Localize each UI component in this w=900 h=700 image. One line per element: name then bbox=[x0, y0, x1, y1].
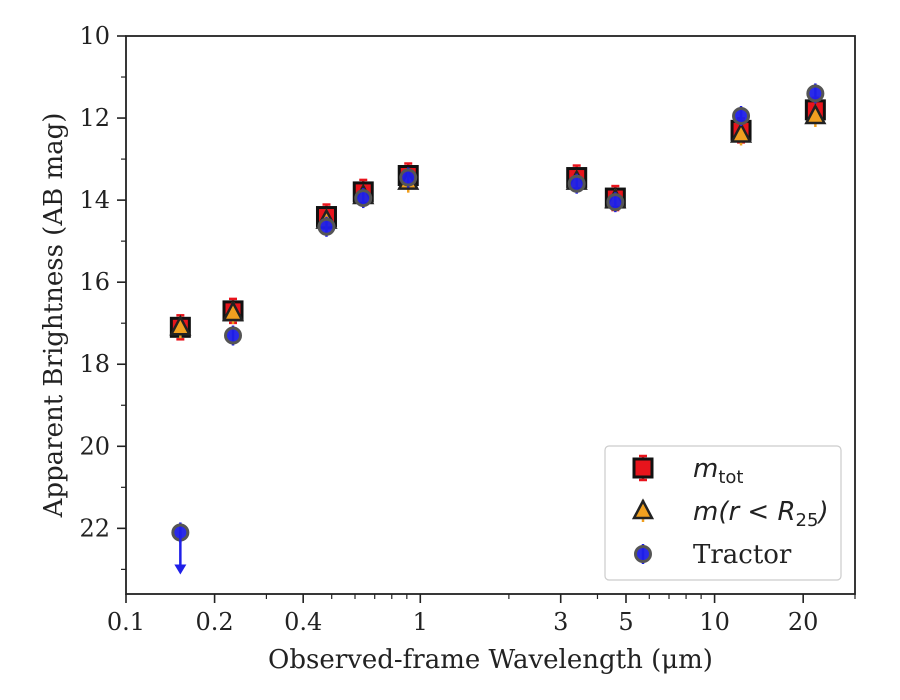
circle-point bbox=[399, 168, 418, 187]
triangle-point bbox=[804, 103, 827, 125]
legend-marker bbox=[631, 498, 655, 520]
y-tick-label: 18 bbox=[79, 350, 110, 378]
y-tick-label: 22 bbox=[79, 514, 110, 542]
upper-limit-arrowhead bbox=[174, 564, 187, 575]
plot-frame bbox=[125, 35, 856, 595]
y-tick-label: 14 bbox=[79, 186, 110, 214]
legend: mtot m(r < R25) Tractor bbox=[604, 445, 842, 581]
legend-marker bbox=[634, 545, 652, 563]
x-tick-label: 5 bbox=[618, 608, 633, 636]
circle-point bbox=[806, 84, 825, 103]
y-tick-label: 20 bbox=[79, 432, 110, 460]
y-tick-label: 12 bbox=[79, 104, 110, 132]
x-tick-label: 0.1 bbox=[107, 608, 145, 636]
circle-point bbox=[567, 174, 586, 193]
y-tick-label: 16 bbox=[79, 268, 110, 296]
x-axis-label: Observed-frame Wavelength (μm) bbox=[268, 645, 713, 675]
x-tick-label: 3 bbox=[553, 608, 568, 636]
legend-label: m(r < R25) bbox=[693, 497, 829, 531]
circle-point bbox=[224, 326, 243, 345]
y-axis-label: Apparent Brightness (AB mag) bbox=[39, 113, 69, 519]
x-tick-label: 1 bbox=[413, 608, 428, 636]
circle-point bbox=[606, 193, 625, 212]
legend-label: mtot bbox=[693, 454, 743, 488]
series-circle bbox=[171, 83, 825, 575]
triangle-point bbox=[729, 121, 753, 143]
legend-marker bbox=[632, 457, 654, 479]
x-tick-label: 0.2 bbox=[196, 608, 234, 636]
y-axis-ticks: 10 12 14 16 18 20 22 bbox=[79, 22, 126, 570]
data-marks bbox=[169, 83, 827, 575]
x-tick-label: 20 bbox=[788, 608, 819, 636]
x-axis-ticks: 0.1 0.2 0.4 1 3 5 10 20 bbox=[107, 594, 856, 636]
y-tick-label: 10 bbox=[79, 22, 110, 50]
x-tick-label: 10 bbox=[699, 608, 730, 636]
circle-point bbox=[732, 107, 751, 126]
triangle-point bbox=[169, 314, 192, 336]
legend-label: Tractor bbox=[693, 540, 792, 570]
legend-box bbox=[604, 445, 842, 581]
circle-point bbox=[317, 217, 336, 236]
triangle-point bbox=[221, 300, 245, 322]
x-tick-label: 0.4 bbox=[284, 608, 322, 636]
circle-point bbox=[354, 189, 373, 208]
